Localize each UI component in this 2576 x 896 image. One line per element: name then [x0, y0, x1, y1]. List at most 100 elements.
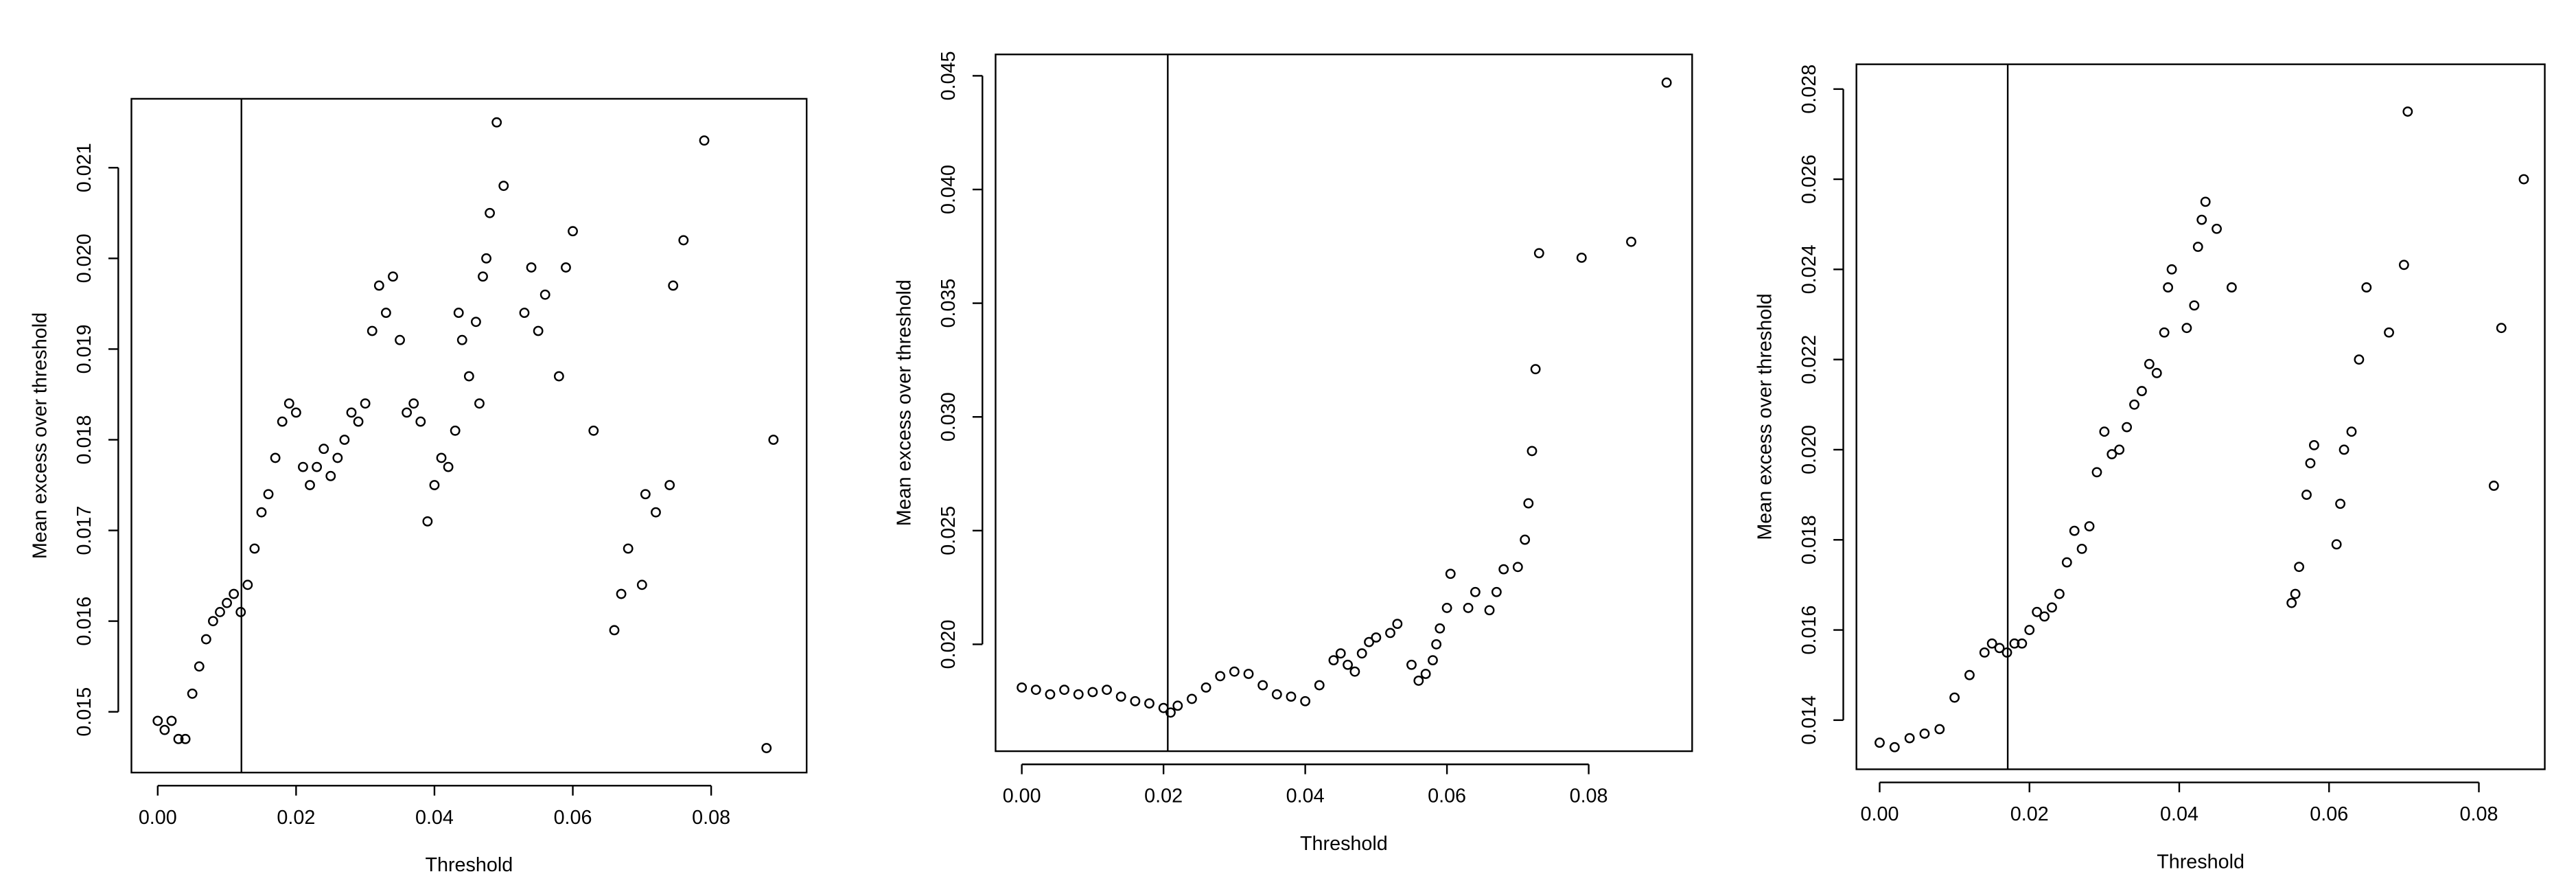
- data-point: [2159, 327, 2170, 338]
- data-point: [1445, 568, 1456, 579]
- data-point: [2301, 490, 2312, 501]
- data-point: [373, 280, 384, 291]
- data-point: [1420, 669, 1431, 679]
- data-point: [1470, 586, 1481, 597]
- data-point: [588, 425, 599, 436]
- data-point: [1356, 648, 1367, 659]
- data-point: [1875, 737, 1885, 748]
- data-point: [2335, 498, 2346, 509]
- data-point: [2196, 214, 2207, 225]
- data-point: [1949, 692, 1960, 703]
- data-point: [2001, 647, 2012, 658]
- data-point: [1243, 669, 1254, 679]
- y-tick-label: 0.014: [1798, 696, 1820, 745]
- plot-frame: [995, 54, 1693, 753]
- data-point: [1073, 689, 1084, 700]
- data-point: [1431, 639, 1442, 650]
- x-tick-label: 0.02: [277, 807, 315, 829]
- data-point: [2290, 588, 2301, 599]
- y-tick-label: 0.040: [938, 165, 960, 214]
- data-point: [1172, 700, 1183, 711]
- y-axis-label: Mean excess over threshold: [1754, 293, 1776, 540]
- data-point: [1257, 680, 1268, 691]
- data-point: [415, 416, 426, 427]
- y-tick-label: 0.018: [1798, 515, 1820, 564]
- data-point: [1102, 685, 1112, 696]
- x-axis-label: Threshold: [1300, 833, 1388, 855]
- data-point: [1335, 648, 1346, 659]
- data-point: [312, 461, 323, 472]
- data-point: [1441, 603, 1452, 613]
- data-point: [2054, 588, 2065, 599]
- data-point: [1130, 696, 1141, 707]
- data-point: [2200, 196, 2211, 207]
- data-point: [2398, 260, 2409, 271]
- data-point: [180, 733, 191, 744]
- data-point: [1527, 446, 1538, 457]
- data-point: [2339, 444, 2349, 455]
- data-point: [1406, 659, 1417, 670]
- data-point: [2402, 106, 2413, 117]
- data-point: [1087, 687, 1098, 698]
- data-point: [436, 452, 447, 463]
- data-point: [2107, 449, 2117, 459]
- y-tick-label: 0.020: [1798, 425, 1820, 474]
- data-point: [1200, 682, 1211, 693]
- plot-frame: [1855, 63, 2546, 770]
- y-tick-label: 0.035: [938, 279, 960, 328]
- data-point: [2354, 354, 2365, 365]
- data-point: [2294, 562, 2305, 573]
- data-point: [640, 489, 651, 500]
- data-point: [2384, 327, 2394, 338]
- data-point: [2144, 358, 2155, 369]
- data-point: [2084, 521, 2095, 531]
- data-point: [1413, 676, 1424, 686]
- x-tick-label: 0.06: [1428, 785, 1466, 807]
- data-point: [1328, 655, 1339, 666]
- data-point: [1533, 248, 1544, 259]
- y-tick-label: 0.017: [73, 506, 95, 555]
- data-point: [485, 207, 496, 218]
- y-tick-label: 0.020: [73, 233, 95, 283]
- data-point: [651, 507, 661, 518]
- data-point: [1115, 691, 1126, 702]
- data-point: [568, 226, 578, 237]
- data-point: [353, 416, 364, 427]
- data-point: [1523, 498, 1534, 509]
- data-point: [2212, 223, 2222, 234]
- data-point: [152, 715, 163, 726]
- data-point: [553, 371, 564, 382]
- data-point: [664, 480, 675, 490]
- data-point: [450, 425, 461, 436]
- data-point: [2076, 543, 2087, 554]
- data-point: [1314, 680, 1325, 691]
- data-point: [242, 579, 253, 590]
- data-point: [305, 480, 315, 490]
- data-point: [2069, 525, 2080, 536]
- x-axis-label: Threshold: [2157, 851, 2244, 873]
- x-tick-label: 0.00: [139, 807, 177, 829]
- x-tick-label: 0.00: [1861, 803, 1899, 825]
- y-tick-label: 0.022: [1798, 335, 1820, 384]
- data-point: [1934, 724, 1945, 735]
- x-tick-label: 0.04: [1286, 785, 1325, 807]
- y-tick-label: 0.025: [938, 506, 960, 555]
- data-point: [2305, 458, 2316, 469]
- data-point: [463, 371, 474, 382]
- y-tick-label: 0.019: [73, 324, 95, 374]
- data-point: [519, 308, 530, 319]
- data-point: [2122, 422, 2133, 433]
- data-point: [222, 597, 232, 608]
- data-point: [471, 317, 481, 328]
- data-point: [2496, 323, 2507, 334]
- data-point: [616, 588, 627, 599]
- data-point: [526, 262, 537, 273]
- data-point: [533, 325, 544, 336]
- x-tick-label: 0.02: [2010, 803, 2049, 825]
- data-point: [478, 271, 488, 282]
- data-point: [1964, 669, 1975, 680]
- data-point: [768, 435, 779, 445]
- data-point: [2181, 323, 2192, 334]
- data-point: [1385, 628, 1395, 639]
